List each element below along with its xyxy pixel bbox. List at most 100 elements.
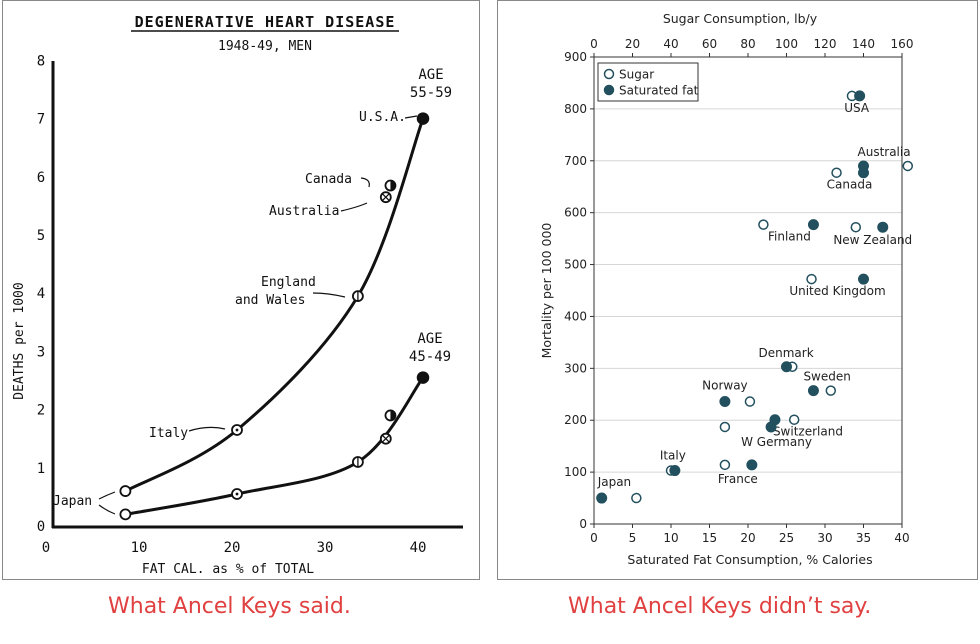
- x-axis-label: Saturated Fat Consumption, % Calories: [627, 552, 872, 567]
- x-tick-label: 5: [629, 531, 637, 545]
- y-tick-label: 8: [37, 53, 45, 69]
- y-tick-label: 0: [579, 517, 587, 531]
- y-tick-label: 400: [564, 309, 587, 323]
- data-point-australia: [379, 432, 392, 445]
- x-tick-label: 15: [702, 531, 717, 545]
- data-point-italy: [231, 424, 243, 436]
- scatter-chart-panel: 0 100 200 300 400 500 600 700 800 900 0 5 10 15 20 25 30…: [497, 0, 978, 580]
- fat-point-denmark: [781, 361, 792, 373]
- country-label-france: France: [718, 472, 758, 486]
- country-label-new-zealand: New Zealand: [833, 233, 912, 247]
- fat-point-sweden: [807, 385, 819, 397]
- fat-point-new-zealand: [877, 221, 889, 233]
- x2-tick-label: 60: [702, 37, 717, 51]
- curve-age-45-49: [125, 376, 425, 516]
- fat-point-canada: [858, 167, 869, 179]
- country-label-united-kingdom: United Kingdom: [789, 284, 885, 298]
- sugar-point-canada: [831, 167, 842, 178]
- y-tick-label: 500: [564, 258, 587, 272]
- sugar-point-united-kingdom: [806, 273, 817, 285]
- x2-tick-label: 20: [625, 37, 640, 51]
- y-tick-label: 800: [564, 102, 587, 116]
- legend-label-sugar: Sugar: [619, 68, 654, 82]
- x-tick-label: 40: [894, 531, 909, 545]
- y-tick-label: 2: [37, 403, 45, 419]
- legend-marker-sugar: [603, 68, 615, 80]
- y-axis-label: Mortality per 100 000: [539, 223, 554, 359]
- x-tick-label: 25: [779, 531, 794, 545]
- legend-label-fat: Saturated fat: [619, 84, 699, 98]
- keys-chart: DEGENERATIVE HEART DISEASE 1948-49, MEN 0 1…: [12, 13, 463, 577]
- series-label-45-49-line2: 45-49: [409, 349, 451, 365]
- x-tick-label: 10: [663, 531, 678, 545]
- x2-axis-label: Sugar Consumption, lb/y: [663, 11, 818, 26]
- series-label-55-59-line1: AGE: [418, 67, 443, 83]
- y-tick-label: 0: [37, 519, 45, 535]
- x-tick-label: 30: [317, 540, 334, 556]
- annotation-usa: U.S.A.: [359, 110, 406, 125]
- data-point-england-and-wales: [351, 456, 364, 468]
- x2-tick-label: 0: [590, 37, 598, 51]
- sugar-point-norway: [744, 396, 756, 407]
- y-tick-label: 5: [37, 228, 45, 244]
- fat-point-france: [746, 459, 758, 471]
- y-tick-label: 200: [564, 413, 587, 427]
- legend: Sugar Saturated fat: [597, 62, 699, 102]
- sugar-point-france: [719, 459, 731, 471]
- annotation-canada: Canada: [305, 172, 352, 187]
- data-point-england-and-wales: [351, 290, 364, 303]
- y-tick-label: 7: [37, 112, 45, 128]
- country-label-italy: Italy: [660, 449, 686, 463]
- country-label-canada: Canada: [827, 178, 873, 192]
- x2-tick-label: 120: [814, 37, 837, 51]
- annotation-australia: Australia: [269, 204, 339, 219]
- chart-subtitle: 1948-49, MEN: [218, 39, 312, 54]
- keys-chart-panel: DEGENERATIVE HEART DISEASE 1948-49, MEN 0 1…: [2, 0, 480, 580]
- y-tick-label: 300: [564, 361, 587, 375]
- y-tick-label: 1: [37, 461, 45, 477]
- y-axis-label: DEATHS per 1000: [12, 282, 27, 399]
- country-label-norway: Norway: [702, 379, 748, 393]
- x-axis-label: FAT CAL. as % of TOTAL: [142, 562, 314, 577]
- fat-point-united-kingdom: [858, 273, 869, 285]
- data-point-canada: [384, 409, 397, 422]
- data-point-canada: [384, 179, 397, 192]
- y-tick-label: 700: [564, 154, 587, 168]
- country-label-denmark: Denmark: [759, 346, 814, 360]
- y-tick-label: 100: [564, 465, 587, 479]
- sugar-point-australia: [902, 160, 914, 172]
- x-tick-label: 40: [410, 540, 427, 556]
- x-tick-label: 0: [42, 540, 50, 556]
- x2-tick-label: 140: [852, 37, 875, 51]
- data-point-u-s-a-: [416, 371, 430, 384]
- sugar-point-switzerland: [788, 414, 800, 425]
- curve-age-55-59: [124, 118, 425, 493]
- x2-tick-label: 160: [891, 37, 914, 51]
- caption-keys-said: What Ancel Keys said.: [108, 594, 351, 619]
- data-point-italy: [231, 488, 243, 500]
- caption-keys-didnt-say: What Ancel Keys didn’t say.: [568, 594, 872, 619]
- annotation-japan: Japan: [53, 494, 92, 509]
- series-label-55-59-line2: 55-59: [410, 85, 452, 101]
- country-label-japan: Japan: [597, 475, 631, 489]
- sugar-point-sweden: [825, 385, 837, 396]
- x-tick-label: 35: [856, 531, 871, 545]
- x2-tick-label: 100: [775, 37, 798, 51]
- country-label-finland: Finland: [768, 230, 811, 244]
- fat-point-japan: [596, 492, 608, 504]
- y-tick-label: 600: [564, 206, 587, 220]
- x-tick-label: 20: [224, 540, 241, 556]
- fat-point-finland: [807, 219, 819, 231]
- fat-point-usa: [854, 90, 866, 102]
- series-label-45-49-line1: AGE: [417, 331, 442, 347]
- annotation-england-line1: England: [261, 275, 316, 290]
- y-tick-label: 4: [37, 286, 45, 302]
- legend-marker-fat: [603, 84, 615, 96]
- fat-point-norway: [719, 396, 731, 408]
- x2-tick-label: 80: [740, 37, 755, 51]
- country-label-switzerland: Switzerland: [773, 425, 843, 439]
- data-point-japan: [119, 508, 132, 521]
- x2-tick-label: 40: [663, 37, 678, 51]
- x-tick-label: 0: [590, 531, 598, 545]
